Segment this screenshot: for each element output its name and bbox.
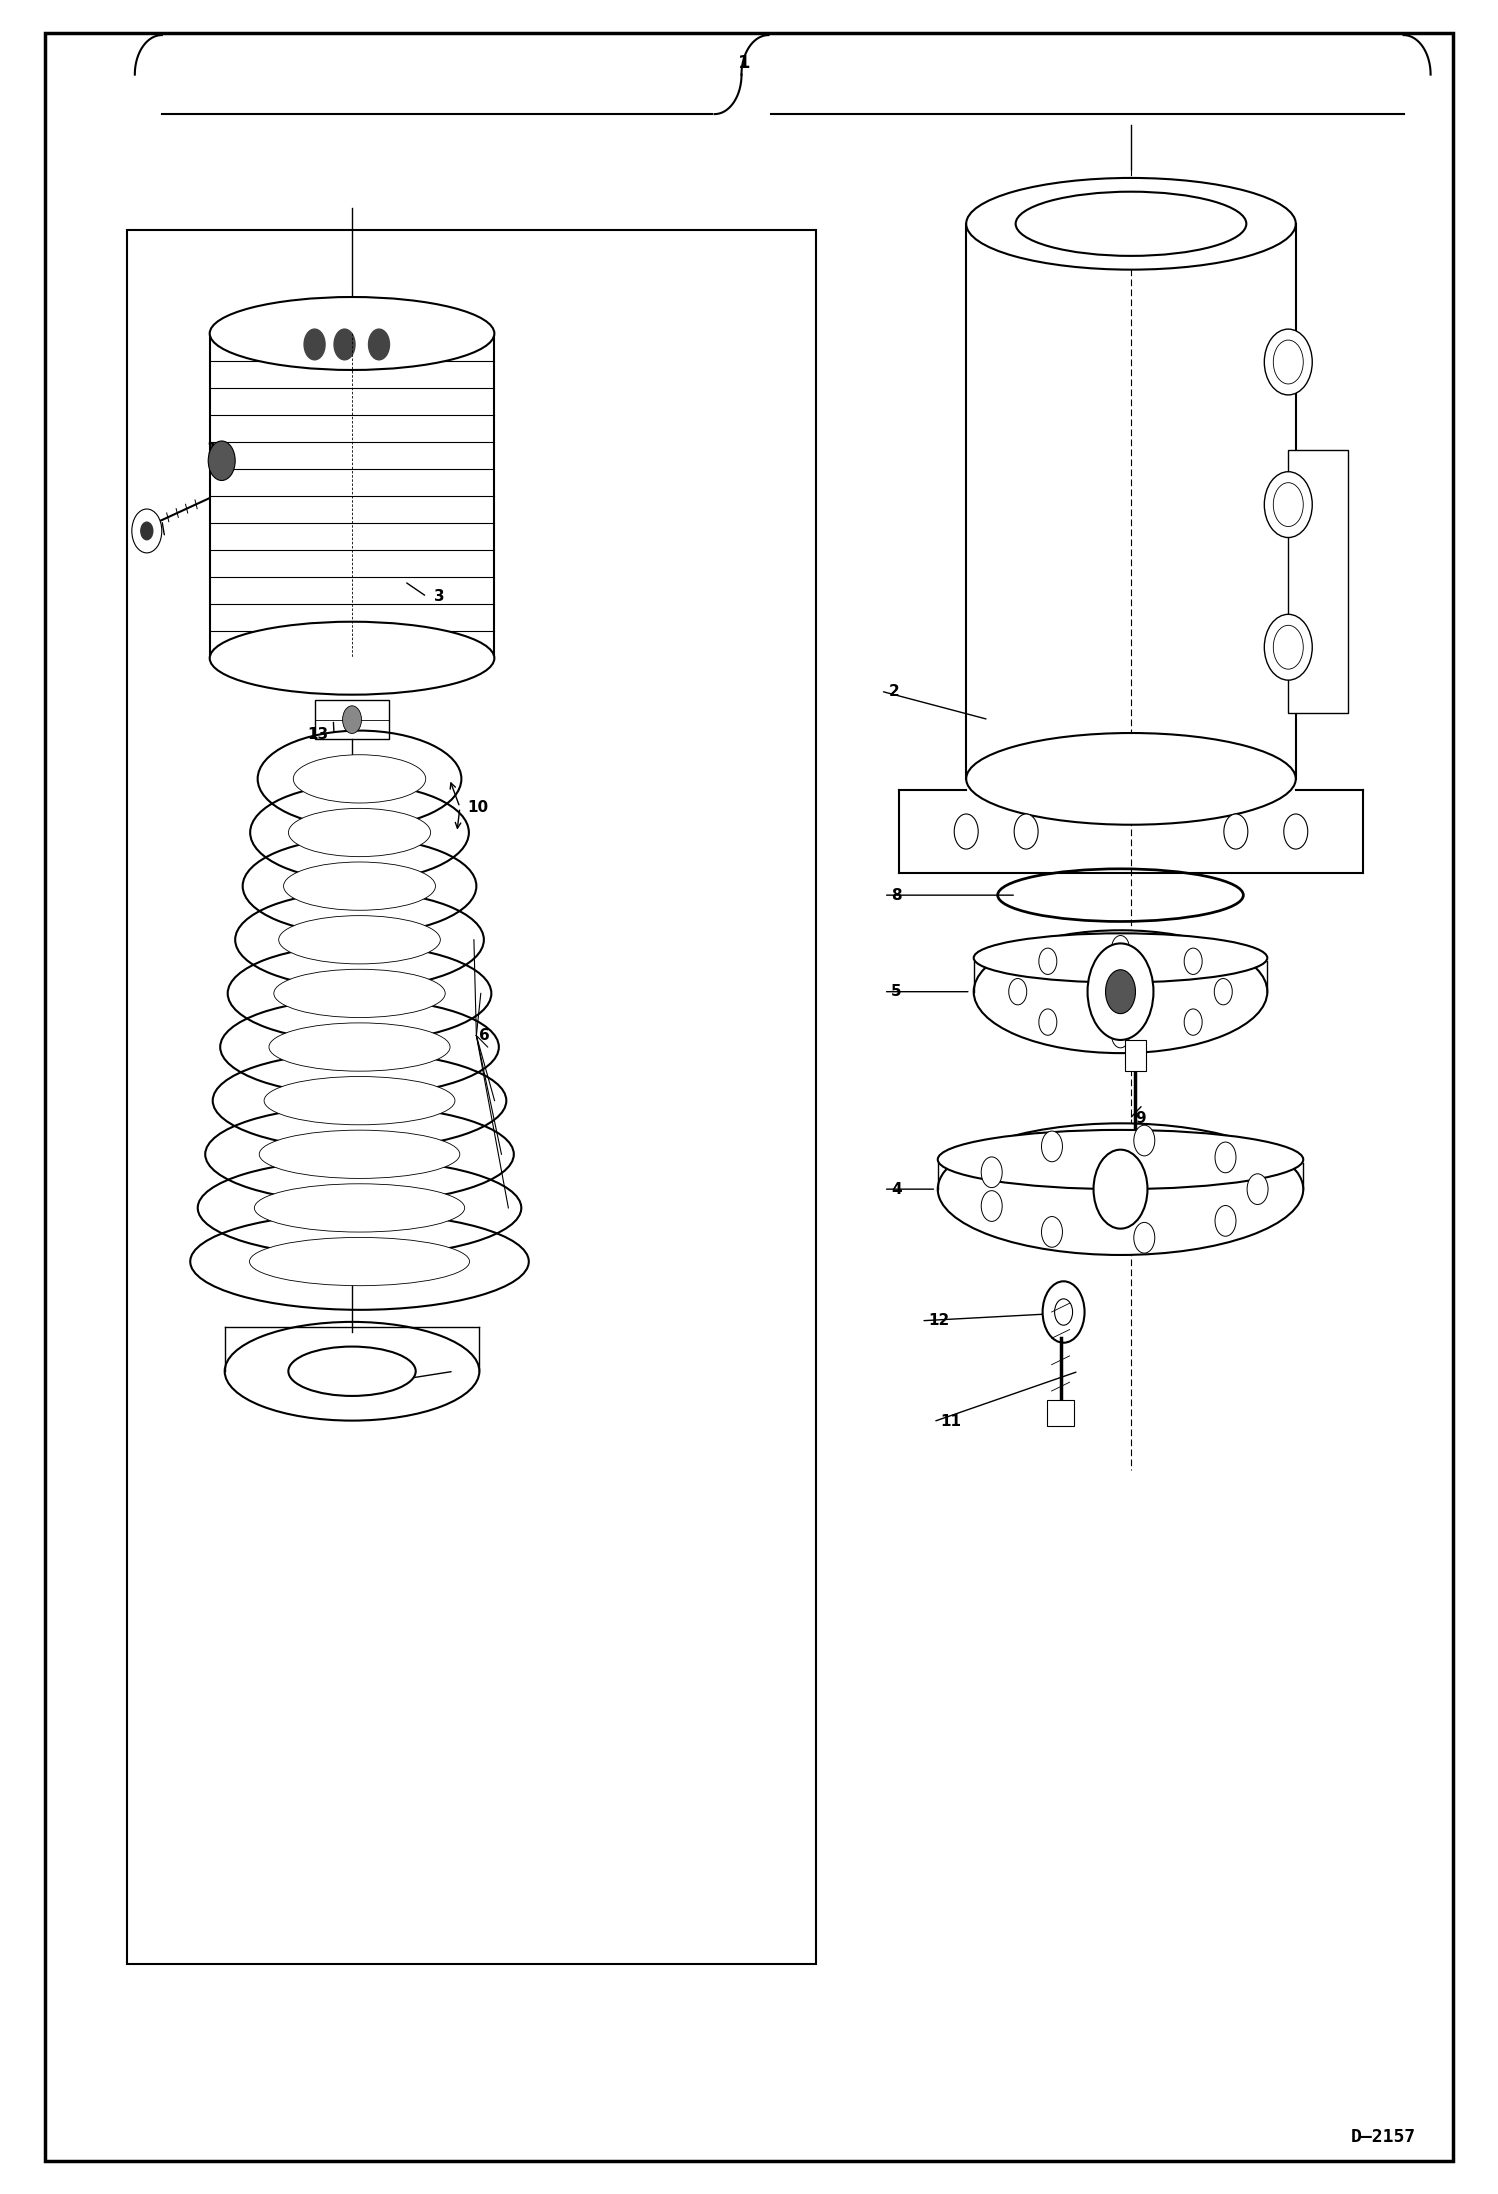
Ellipse shape — [279, 915, 440, 963]
Ellipse shape — [250, 1237, 469, 1286]
Circle shape — [1106, 970, 1135, 1014]
Circle shape — [334, 329, 355, 360]
Circle shape — [1038, 1009, 1056, 1036]
Circle shape — [1215, 979, 1233, 1005]
Ellipse shape — [1264, 329, 1312, 395]
Text: 6: 6 — [479, 1029, 490, 1042]
Circle shape — [1134, 1126, 1155, 1156]
Ellipse shape — [974, 932, 1267, 983]
Text: 1: 1 — [739, 55, 750, 72]
Bar — [315, 700, 389, 739]
Text: 4: 4 — [891, 1183, 902, 1196]
Text: 7: 7 — [364, 1380, 374, 1393]
Ellipse shape — [294, 755, 425, 803]
Circle shape — [1112, 1022, 1129, 1049]
Text: 3: 3 — [434, 590, 445, 603]
Circle shape — [1014, 814, 1038, 849]
Circle shape — [981, 1191, 1002, 1222]
Ellipse shape — [974, 930, 1267, 1053]
Ellipse shape — [289, 807, 430, 856]
Circle shape — [1134, 1222, 1155, 1253]
Text: 12: 12 — [929, 1314, 950, 1327]
Circle shape — [208, 441, 235, 480]
Ellipse shape — [288, 1347, 415, 1395]
Ellipse shape — [1264, 472, 1312, 538]
Ellipse shape — [210, 621, 494, 695]
Circle shape — [1273, 625, 1303, 669]
Ellipse shape — [210, 296, 494, 371]
Ellipse shape — [283, 862, 436, 911]
Circle shape — [1112, 935, 1129, 961]
Ellipse shape — [264, 1077, 455, 1126]
Circle shape — [1284, 814, 1308, 849]
Text: D–2157: D–2157 — [1350, 2128, 1416, 2146]
Ellipse shape — [274, 970, 445, 1018]
Circle shape — [1041, 1132, 1062, 1163]
Circle shape — [1185, 1009, 1203, 1036]
Ellipse shape — [938, 1123, 1303, 1255]
Circle shape — [1224, 814, 1248, 849]
Circle shape — [1088, 943, 1153, 1040]
Ellipse shape — [966, 178, 1296, 270]
Circle shape — [1041, 1215, 1062, 1246]
Circle shape — [343, 706, 361, 733]
Circle shape — [369, 329, 389, 360]
Circle shape — [1215, 1205, 1236, 1235]
Circle shape — [1043, 1281, 1085, 1343]
Circle shape — [1094, 1150, 1147, 1229]
Circle shape — [1008, 979, 1026, 1005]
Ellipse shape — [259, 1130, 460, 1178]
Bar — [1288, 450, 1348, 713]
Ellipse shape — [270, 1022, 449, 1071]
Bar — [127, 230, 816, 1964]
Text: 13: 13 — [307, 728, 328, 742]
Text: 2: 2 — [888, 685, 899, 698]
Circle shape — [954, 814, 978, 849]
Circle shape — [304, 329, 325, 360]
Ellipse shape — [1264, 614, 1312, 680]
Text: 8: 8 — [891, 889, 902, 902]
Text: 5: 5 — [891, 985, 902, 998]
Text: 14: 14 — [135, 531, 156, 544]
Circle shape — [1055, 1299, 1073, 1325]
Bar — [1047, 1400, 1074, 1426]
Circle shape — [1246, 1174, 1269, 1205]
Circle shape — [1185, 948, 1203, 974]
Circle shape — [1038, 948, 1056, 974]
Text: 15: 15 — [207, 443, 228, 456]
Text: 10: 10 — [467, 801, 488, 814]
Circle shape — [981, 1156, 1002, 1187]
Ellipse shape — [966, 733, 1296, 825]
Ellipse shape — [255, 1185, 464, 1233]
Circle shape — [132, 509, 162, 553]
Text: 11: 11 — [941, 1415, 962, 1428]
Bar — [1125, 1040, 1146, 1071]
Circle shape — [1273, 483, 1303, 527]
Circle shape — [1215, 1143, 1236, 1174]
Text: 9: 9 — [1135, 1112, 1146, 1126]
Circle shape — [1273, 340, 1303, 384]
Circle shape — [141, 522, 153, 540]
Ellipse shape — [1016, 191, 1246, 257]
Ellipse shape — [938, 1130, 1303, 1189]
